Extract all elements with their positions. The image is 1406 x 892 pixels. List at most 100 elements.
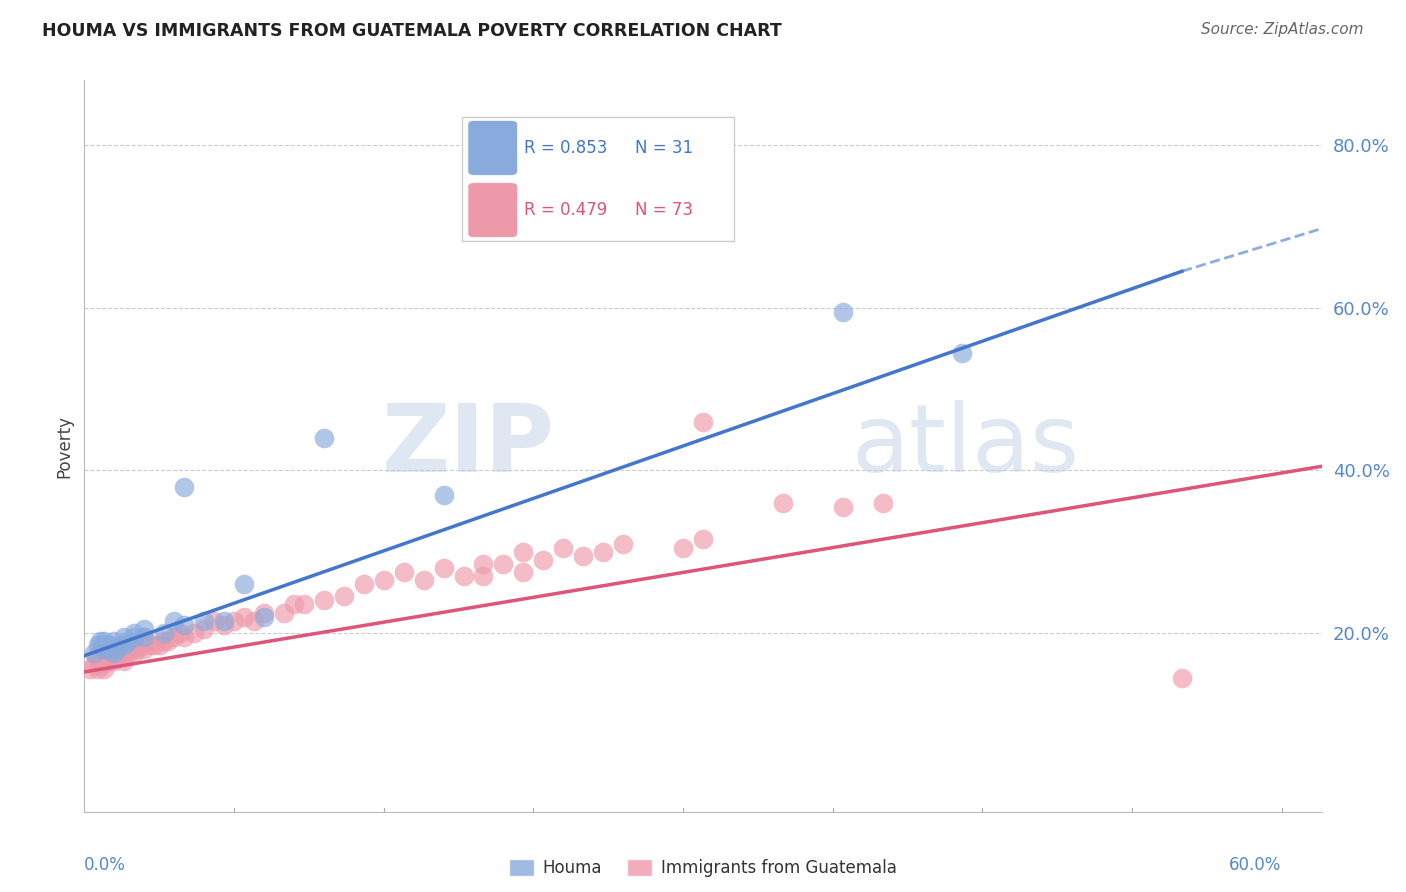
Point — [97, 642, 120, 657]
Point — [193, 614, 215, 628]
Point — [169, 626, 191, 640]
Point — [120, 642, 142, 657]
Point — [139, 638, 162, 652]
Point — [93, 634, 115, 648]
Text: ZIP: ZIP — [381, 400, 554, 492]
Point — [333, 590, 356, 604]
Point — [122, 626, 145, 640]
Point — [253, 606, 276, 620]
Point — [129, 638, 152, 652]
Point — [283, 598, 305, 612]
Point — [122, 630, 145, 644]
Point — [692, 533, 714, 547]
Point — [134, 634, 156, 648]
Point — [134, 630, 156, 644]
Point — [110, 646, 132, 660]
Point — [202, 614, 225, 628]
Point — [107, 650, 129, 665]
Point — [89, 646, 111, 660]
Point — [134, 642, 156, 657]
Point — [531, 553, 554, 567]
Point — [453, 569, 475, 583]
Point — [233, 609, 256, 624]
Point — [112, 630, 135, 644]
Point — [772, 496, 794, 510]
Point — [112, 642, 135, 657]
Point — [572, 549, 595, 563]
Point — [222, 614, 245, 628]
Point — [98, 638, 121, 652]
Point — [692, 415, 714, 429]
Point — [98, 654, 121, 668]
Point — [79, 663, 101, 677]
Point — [373, 573, 395, 587]
Point — [117, 634, 139, 648]
FancyBboxPatch shape — [461, 117, 734, 241]
Point — [412, 573, 434, 587]
Point — [86, 650, 108, 665]
Point — [103, 646, 125, 660]
Point — [592, 544, 614, 558]
Point — [103, 634, 125, 648]
Point — [122, 638, 145, 652]
Point — [1171, 671, 1194, 685]
Point — [103, 654, 125, 668]
Point — [173, 630, 195, 644]
Point — [193, 622, 215, 636]
Point — [553, 541, 575, 555]
Point — [153, 634, 176, 648]
Point — [173, 480, 195, 494]
Point — [97, 650, 120, 665]
Point — [173, 617, 195, 632]
Point — [952, 345, 974, 359]
Point — [472, 557, 495, 571]
Point — [122, 646, 145, 660]
Point — [87, 663, 110, 677]
Point — [83, 646, 105, 660]
Point — [134, 622, 156, 636]
Legend: Houma, Immigrants from Guatemala: Houma, Immigrants from Guatemala — [503, 853, 903, 884]
Point — [112, 646, 135, 660]
Text: N = 73: N = 73 — [636, 201, 693, 219]
Point — [157, 634, 180, 648]
Point — [183, 626, 205, 640]
Point — [93, 654, 115, 668]
Text: HOUMA VS IMMIGRANTS FROM GUATEMALA POVERTY CORRELATION CHART: HOUMA VS IMMIGRANTS FROM GUATEMALA POVER… — [42, 22, 782, 40]
Point — [312, 593, 335, 607]
Point — [512, 565, 534, 579]
Text: 0.0%: 0.0% — [84, 856, 127, 874]
Point — [149, 638, 172, 652]
Point — [89, 654, 111, 668]
Point — [103, 646, 125, 660]
Point — [312, 431, 335, 445]
Point — [273, 606, 295, 620]
Point — [93, 646, 115, 660]
Point — [432, 561, 454, 575]
Point — [243, 614, 266, 628]
Point — [872, 496, 894, 510]
Point — [89, 634, 111, 648]
Point — [103, 642, 125, 657]
Point — [492, 557, 515, 571]
Point — [91, 658, 114, 673]
Point — [93, 642, 115, 657]
Point — [831, 305, 853, 319]
Point — [87, 638, 110, 652]
Point — [112, 638, 135, 652]
Point — [233, 577, 256, 591]
Point — [253, 609, 276, 624]
Point — [212, 617, 235, 632]
Text: R = 0.479: R = 0.479 — [523, 201, 607, 219]
Point — [127, 642, 149, 657]
Text: 60.0%: 60.0% — [1229, 856, 1282, 874]
Text: atlas: atlas — [852, 400, 1080, 492]
FancyBboxPatch shape — [468, 183, 517, 237]
Point — [292, 598, 315, 612]
FancyBboxPatch shape — [468, 120, 517, 176]
Point — [392, 565, 415, 579]
Point — [112, 654, 135, 668]
Point — [612, 536, 634, 550]
Point — [353, 577, 375, 591]
Point — [831, 500, 853, 514]
Point — [117, 646, 139, 660]
